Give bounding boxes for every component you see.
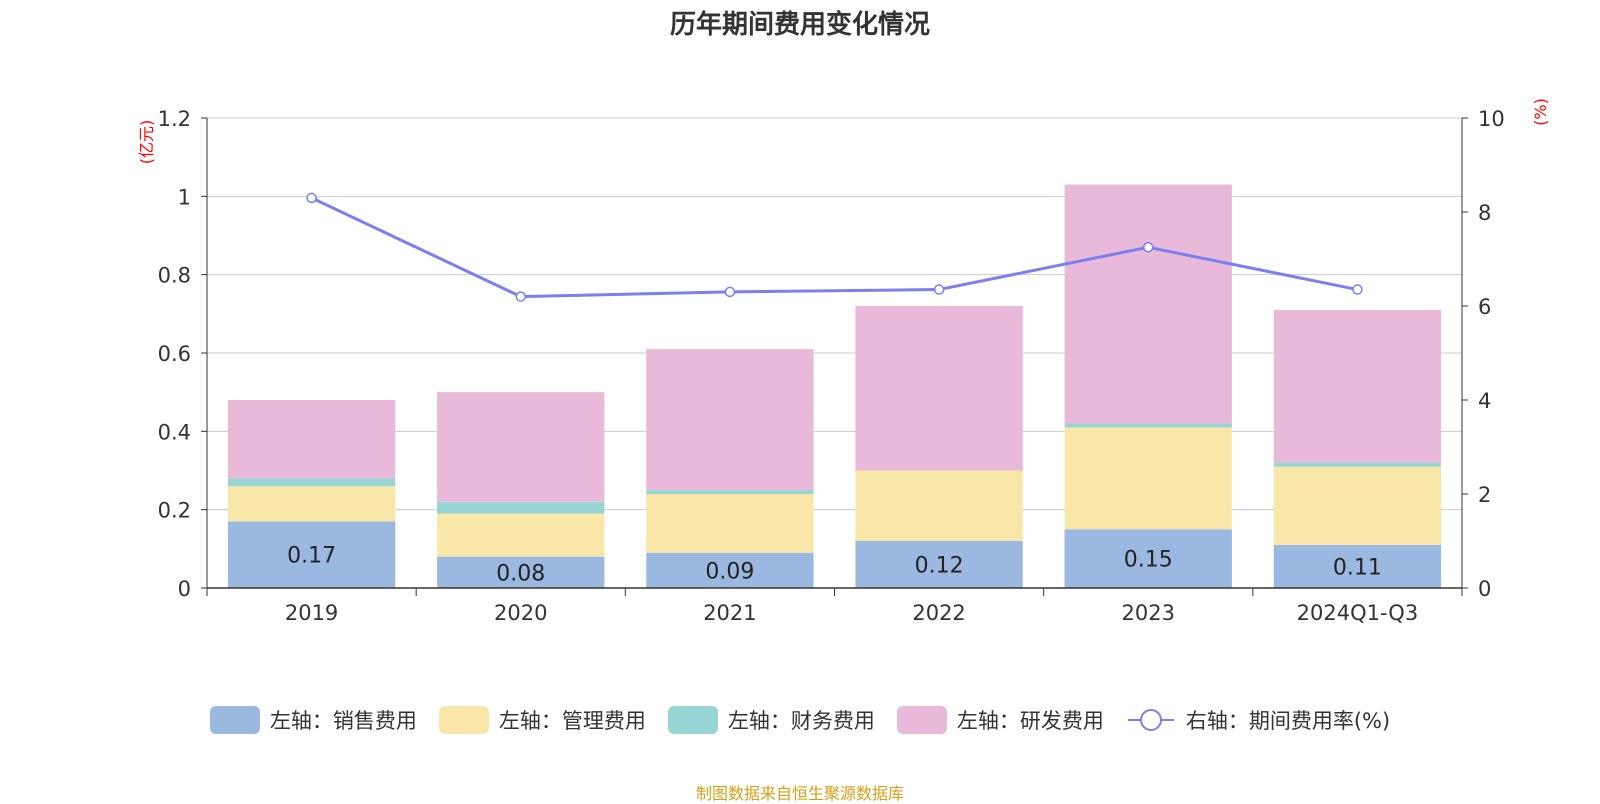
bar-segment [646, 494, 814, 553]
bar-data-label: 0.08 [496, 561, 545, 586]
bar-segment [646, 552, 814, 588]
legend-swatch-admin [438, 706, 489, 734]
bar-segment [646, 490, 814, 494]
chart-legend: 左轴：销售费用 左轴：管理费用 左轴：财务费用 左轴：研发费用 右轴：期间费用率… [0, 705, 1600, 735]
bar-segment [855, 306, 1023, 471]
x-axis-tick-label: 2019 [285, 601, 338, 625]
right-axis-tick-label: 0 [1478, 577, 1491, 601]
legend-item-rnd[interactable]: 左轴：研发费用 [896, 705, 1104, 735]
bar-segment [1064, 427, 1232, 530]
bar-segment [437, 501, 605, 514]
right-axis-tick-label: 10 [1478, 107, 1505, 131]
legend-line-marker-icon [1127, 709, 1174, 731]
x-axis-tick-label: 2021 [703, 601, 756, 625]
bar-segment [646, 349, 814, 491]
legend-label-sales: 左轴：销售费用 [269, 709, 417, 733]
bar-data-label: 0.15 [1124, 548, 1173, 573]
bar-segment [1273, 544, 1442, 588]
chart-title: 历年期间费用变化情况 [669, 10, 930, 40]
left-axis-unit-label: (亿元) [137, 120, 156, 165]
bar-segment [1273, 462, 1442, 467]
chart-canvas: 0 0.2 0.4 0.6 0.8 1 1.2 0 2 4 6 8 10 (亿元) (%) 0.17 0.08 0… [137, 98, 1550, 625]
legend-item-finance[interactable]: 左轴：财务费用 [667, 705, 875, 735]
x-axis-tick-label: 2020 [494, 601, 547, 625]
x-axis-tick-label: 2022 [912, 601, 965, 625]
right-axis-unit-label: (%) [1531, 98, 1550, 126]
left-axis-tick-label: 1.2 [158, 107, 191, 131]
legend-label-expense-rate: 右轴：期间费用率(%) [1185, 709, 1391, 733]
legend-swatch-finance [667, 706, 718, 734]
bar-segment [1064, 423, 1232, 428]
expense-rate-point [933, 284, 945, 295]
bar-segment [437, 513, 605, 557]
legend-item-sales[interactable]: 左轴：销售费用 [209, 705, 417, 735]
bar-segment [1273, 309, 1442, 463]
bar-segment [227, 521, 396, 588]
bar-segment [437, 556, 605, 588]
legend-item-admin[interactable]: 左轴：管理费用 [438, 705, 646, 735]
expense-rate-point [724, 286, 736, 298]
left-axis-tick-label: 0 [178, 577, 191, 601]
left-axis-tick-label: 1 [178, 185, 191, 209]
left-axis-tick-label: 0.4 [158, 420, 191, 444]
bar-segment [227, 486, 396, 522]
legend-label-rnd: 左轴：研发费用 [956, 709, 1104, 733]
left-axis-tick-label: 0.2 [158, 499, 191, 523]
bar-segment [855, 470, 1023, 541]
expense-rate-point [515, 291, 526, 302]
expense-rate-point [306, 192, 317, 204]
legend-label-admin: 左轴：管理费用 [498, 709, 646, 733]
left-axis-tick-label: 0.8 [158, 264, 191, 288]
legend-swatch-sales [209, 706, 260, 734]
right-axis-tick-label: 6 [1478, 295, 1491, 319]
bar-data-label: 0.17 [287, 544, 336, 569]
bar-segment [1064, 529, 1232, 588]
bar-segment [1273, 466, 1442, 545]
legend-label-finance: 左轴：财务费用 [727, 709, 875, 733]
bar-segment [855, 541, 1023, 588]
expense-rate-point [1352, 284, 1363, 295]
right-axis-tick-label: 8 [1478, 201, 1491, 225]
bar-segment [437, 392, 605, 502]
bar-data-label: 0.12 [915, 554, 964, 579]
bar-data-label: 0.11 [1333, 555, 1382, 580]
expense-rate-line [310, 196, 1358, 299]
legend-swatch-rnd [896, 706, 947, 734]
left-axis-tick-label: 0.6 [158, 342, 191, 366]
legend-item-expense-rate[interactable]: 右轴：期间费用率(%) [1126, 705, 1390, 735]
bar-segment [227, 478, 396, 487]
source-note: 制图数据来自恒生聚源数据库 [695, 784, 904, 803]
x-axis-tick-label: 2023 [1122, 601, 1175, 625]
bar-segment [227, 400, 396, 479]
bar-segment [1064, 184, 1232, 424]
x-axis-tick-label: 2024Q1-Q3 [1297, 601, 1419, 625]
bar-data-label: 0.09 [705, 559, 754, 584]
right-axis-tick-label: 4 [1478, 389, 1491, 413]
expense-rate-point [1143, 242, 1154, 253]
right-axis-tick-label: 2 [1478, 483, 1491, 507]
